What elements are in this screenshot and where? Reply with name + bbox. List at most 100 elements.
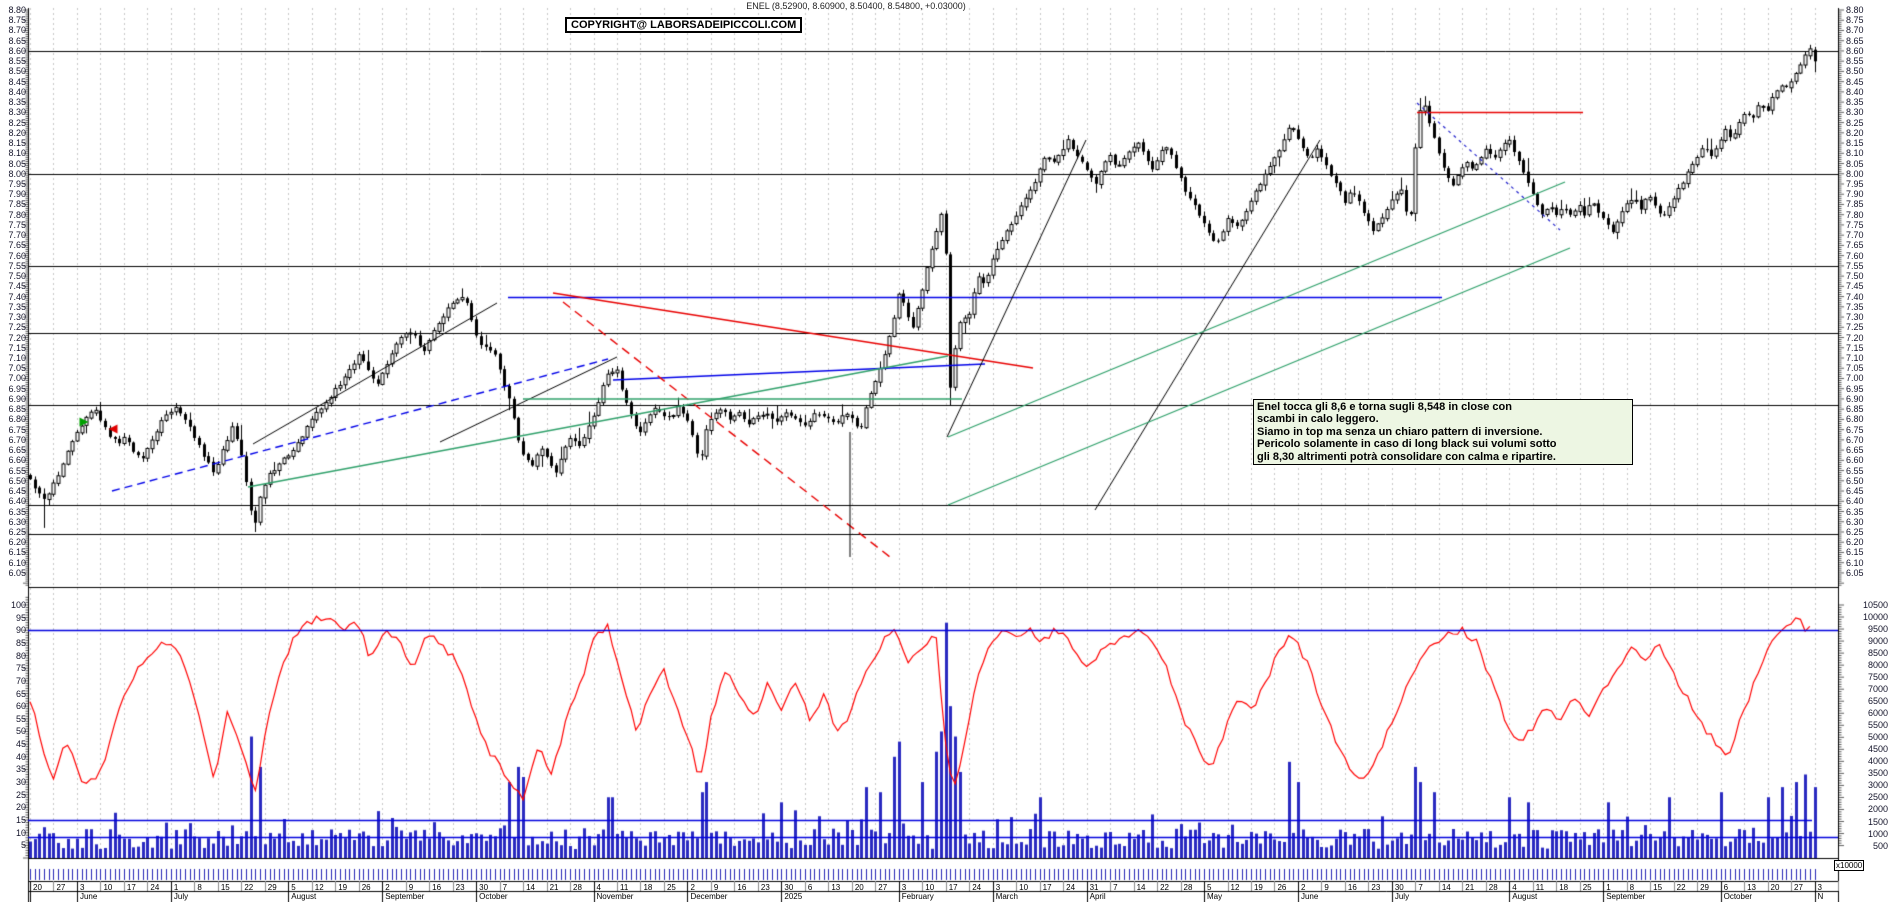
- price-axis-label-left: 6.45: [8, 486, 26, 497]
- price-axis-label-right: 8.05: [1846, 158, 1864, 169]
- price-axis-label-right: 7.30: [1846, 312, 1864, 323]
- price-axis-label-left: 7.60: [8, 250, 26, 261]
- week-day-label: 5: [291, 882, 296, 892]
- oscillator-axis-label: 90: [15, 625, 26, 636]
- price-axis-label-left: 6.05: [8, 567, 26, 578]
- price-axis-label-right: 7.90: [1846, 189, 1864, 200]
- week-day-label: 23: [1371, 882, 1381, 892]
- price-axis-label-right: 7.55: [1846, 260, 1864, 271]
- price-axis-label-right: 7.95: [1846, 178, 1864, 189]
- oscillator-axis-label: 50: [15, 726, 26, 737]
- volume-axis-label: 7500: [1867, 672, 1888, 683]
- price-axis-label-right: 8.40: [1846, 86, 1864, 97]
- price-axis-label-left: 7.95: [8, 178, 26, 189]
- price-axis-label-right: 7.05: [1846, 363, 1864, 374]
- week-day-label: 7: [1418, 882, 1423, 892]
- price-axis-label-left: 7.35: [8, 301, 26, 312]
- week-day-label: 30: [1394, 882, 1404, 892]
- week-day-label: 19: [1253, 882, 1263, 892]
- annotation-box: Enel tocca gli 8,6 e torna sugli 8,548 i…: [1253, 399, 1633, 466]
- week-day-label: 24: [150, 882, 160, 892]
- price-axis-label-left: 8.75: [8, 15, 26, 26]
- oscillator-axis-label: 55: [15, 713, 26, 724]
- annotation-line: Enel tocca gli 8,6 e torna sugli 8,548 i…: [1257, 401, 1512, 413]
- month-label: December: [690, 892, 728, 901]
- price-axis-label-right: 6.30: [1846, 516, 1864, 527]
- price-axis-label-right: 6.85: [1846, 404, 1864, 415]
- week-day-label: 3: [995, 882, 1001, 892]
- price-axis-label-left: 8.55: [8, 56, 26, 67]
- price-axis-label-right: 8.50: [1846, 66, 1864, 77]
- week-day-label: 22: [1676, 882, 1686, 892]
- price-axis-label-left: 7.80: [8, 209, 26, 220]
- week-day-label: 3: [79, 882, 85, 892]
- volume-axis-label: 4000: [1867, 756, 1888, 767]
- week-day-label: 22: [244, 882, 254, 892]
- price-axis-label-left: 7.05: [8, 363, 26, 374]
- week-day-label: 9: [408, 882, 414, 892]
- month-label: June: [79, 892, 98, 901]
- week-day-label: 11: [1535, 882, 1545, 892]
- week-day-label: 16: [432, 882, 442, 892]
- chart-title: ENEL (8.52900, 8.60900, 8.50400, 8.54800…: [746, 1, 966, 11]
- oscillator-axis-label: 100: [10, 599, 26, 610]
- week-day-label: 6: [1723, 882, 1729, 892]
- volume-axis-label: 6500: [1867, 696, 1888, 707]
- price-axis-label-left: 7.55: [8, 260, 26, 271]
- week-day-label: 2: [690, 882, 695, 892]
- month-label: July: [173, 892, 189, 901]
- price-axis-label-left: 8.25: [8, 117, 26, 128]
- price-axis-label-left: 6.25: [8, 526, 26, 537]
- price-axis-label-left: 6.65: [8, 445, 26, 456]
- volume-axis-label: 5000: [1867, 732, 1888, 743]
- week-day-label: 25: [666, 882, 676, 892]
- price-axis-label-right: 8.60: [1846, 45, 1864, 56]
- month-label: September: [1606, 892, 1646, 901]
- week-day-label: 27: [56, 882, 66, 892]
- price-axis-label-right: 6.95: [1846, 383, 1864, 394]
- week-day-label: 8: [197, 882, 202, 892]
- price-axis-label-right: 7.60: [1846, 250, 1864, 261]
- week-day-label: 21: [1465, 882, 1475, 892]
- week-day-label: 19: [338, 882, 348, 892]
- price-axis-label-right: 8.75: [1846, 15, 1864, 26]
- week-day-label: 30: [479, 882, 489, 892]
- oscillator-axis-label: 35: [15, 764, 26, 775]
- week-day-label: 26: [361, 882, 371, 892]
- price-axis-label-left: 6.90: [8, 393, 26, 404]
- price-axis-label-right: 7.70: [1846, 230, 1864, 241]
- week-day-label: 22: [1160, 882, 1169, 892]
- price-axis-label-left: 7.85: [8, 199, 26, 210]
- price-axis-label-right: 7.50: [1846, 271, 1864, 282]
- price-axis-label-left: 7.15: [8, 342, 26, 353]
- price-axis-label-right: 6.70: [1846, 434, 1864, 445]
- oscillator-axis-label: 15: [15, 815, 26, 826]
- price-axis-label-right: 6.05: [1846, 567, 1864, 578]
- price-axis-label-right: 8.15: [1846, 138, 1864, 149]
- price-axis-label-right: 7.45: [1846, 281, 1864, 292]
- week-day-label: 21: [549, 882, 559, 892]
- week-day-label: 24: [1066, 882, 1076, 892]
- price-axis-label-right: 6.40: [1846, 496, 1864, 507]
- month-label: October: [479, 892, 508, 901]
- price-axis-label-left: 7.50: [8, 271, 26, 282]
- price-axis-label-left: 8.20: [8, 127, 26, 138]
- annotation-line: gli 8,30 altrimenti potrà consolidare co…: [1257, 450, 1556, 463]
- price-axis-label-right: 8.30: [1846, 107, 1864, 118]
- oscillator-axis-label: 80: [15, 650, 26, 661]
- volume-axis-label: 8000: [1867, 660, 1888, 671]
- price-axis-label-right: 6.20: [1846, 537, 1864, 548]
- price-axis-label-left: 6.55: [8, 465, 26, 476]
- price-axis-label-right: 8.70: [1846, 25, 1864, 36]
- week-day-label: 20: [1770, 882, 1780, 892]
- price-axis-label-right: 6.10: [1846, 557, 1864, 568]
- price-axis-label-right: 8.20: [1846, 127, 1864, 138]
- week-day-label: 2: [385, 882, 390, 892]
- price-axis-label-left: 7.45: [8, 281, 26, 292]
- week-day-label: 3: [1817, 882, 1822, 892]
- price-axis-label-right: 6.80: [1846, 414, 1864, 425]
- price-axis-label-right: 6.90: [1846, 393, 1864, 404]
- oscillator-axis-label: 30: [15, 777, 26, 788]
- price-axis-label-left: 8.10: [8, 148, 26, 159]
